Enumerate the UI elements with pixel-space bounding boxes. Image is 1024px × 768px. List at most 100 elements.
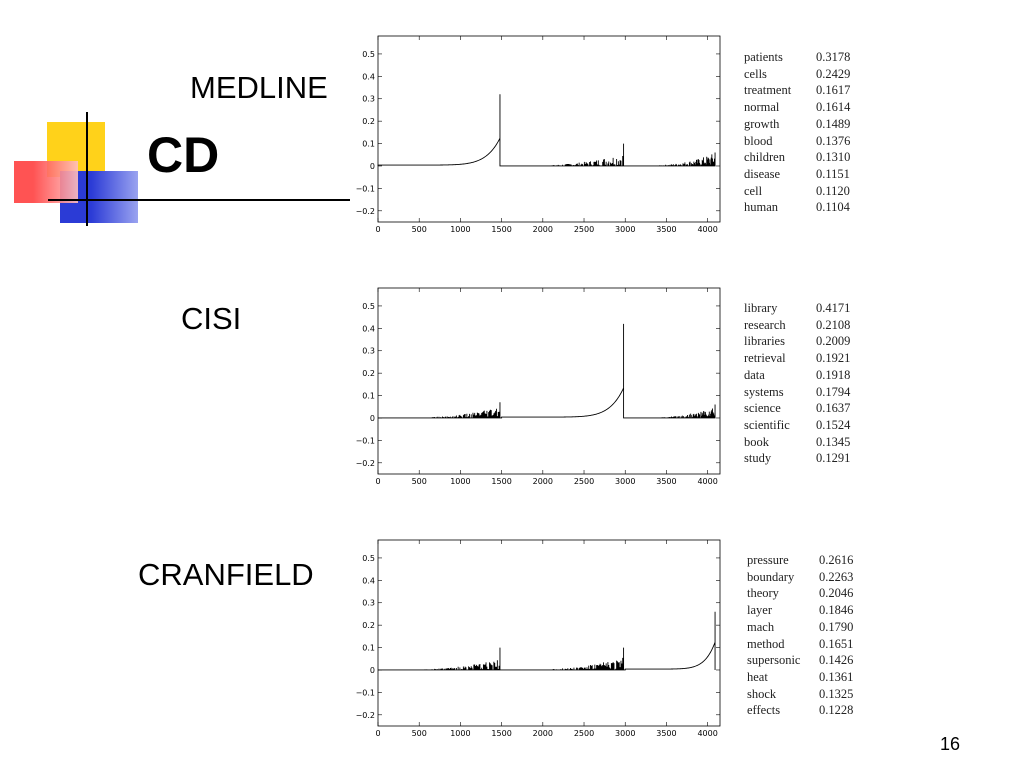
- medline-term-list: patients 0.3178 cells 0.2429 treatment 0.1617…: [744, 49, 884, 216]
- term-value: 0.1376: [816, 133, 851, 148]
- term-value: 0.3178: [816, 50, 851, 64]
- medline-label: MEDLINE: [190, 70, 328, 105]
- cisi-term-list: library 0.4171 research 0.2108 libraries 0.20…: [744, 300, 884, 467]
- term-row: science 0.1637: [744, 400, 884, 417]
- term-value: 0.2108: [816, 317, 851, 332]
- x-tick-label: 3000: [615, 729, 635, 738]
- plot-svg: −0.2 −0.1 0 0.1 0.2 0.3 0.4 0.5 0 500 1000 1500 2000…: [356, 539, 721, 738]
- term-value: 0.2009: [816, 334, 851, 349]
- term-row: systems 0.1794: [744, 384, 884, 401]
- x-tick-label: 2000: [533, 225, 553, 234]
- y-tick-label: 0: [370, 162, 375, 171]
- term-word: systems: [744, 384, 784, 399]
- x-tick-label: 1000: [450, 225, 470, 234]
- y-tick-label: 0.4: [362, 72, 375, 81]
- term-value: 0.1637: [816, 401, 851, 416]
- term-value: 0.1325: [819, 686, 854, 701]
- term-value: 0.1921: [816, 351, 851, 366]
- term-word: research: [744, 317, 786, 332]
- term-word: data: [744, 367, 765, 382]
- term-row: method 0.1651: [747, 636, 887, 653]
- y-tick-label: 0.2: [362, 117, 375, 126]
- y-tick-label: −0.2: [356, 207, 375, 216]
- term-word: treatment: [744, 83, 792, 98]
- term-row: libraries 0.2009: [744, 333, 884, 350]
- decorative-vertical-line: [86, 112, 88, 226]
- term-row: patients 0.3178: [744, 49, 884, 66]
- term-word: book: [744, 434, 769, 449]
- x-tick-label: 3000: [615, 477, 635, 486]
- term-row: blood 0.1376: [744, 133, 884, 150]
- term-value: 0.1617: [816, 83, 851, 98]
- x-tick-label: 3500: [656, 225, 676, 234]
- term-word: scientific: [744, 417, 790, 432]
- term-word: children: [744, 150, 785, 165]
- term-word: patients: [744, 50, 783, 64]
- y-tick-label: 0.1: [362, 644, 375, 653]
- term-row: study 0.1291: [744, 450, 884, 467]
- term-word: shock: [747, 686, 777, 701]
- y-tick-label: −0.1: [356, 184, 375, 193]
- term-value: 0.2429: [816, 66, 851, 81]
- cranfield-plot: −0.2 −0.1 0 0.1 0.2 0.3 0.4 0.5 0 500 1000 1500 2000…: [350, 538, 722, 738]
- term-value: 0.1794: [816, 384, 851, 399]
- y-tick-label: 0.2: [362, 621, 375, 630]
- term-row: pressure 0.2616: [747, 552, 887, 569]
- term-row: scientific 0.1524: [744, 417, 884, 434]
- y-tick-label: −0.2: [356, 459, 375, 468]
- x-tick-label: 2500: [574, 729, 594, 738]
- term-word: cell: [744, 183, 763, 198]
- x-tick-label: 4000: [697, 225, 717, 234]
- plot-frame: [377, 539, 721, 727]
- term-word: disease: [744, 166, 781, 181]
- term-value: 0.2616: [819, 553, 854, 567]
- term-word: heat: [747, 669, 768, 684]
- y-tick-label: 0.3: [362, 95, 375, 104]
- term-value: 0.2263: [819, 569, 854, 584]
- slide-title: CD: [147, 127, 220, 183]
- term-row: human 0.1104: [744, 199, 884, 216]
- term-row: cells 0.2429: [744, 66, 884, 83]
- medline-plot: −0.2 −0.1 0 0.1 0.2 0.3 0.4 0.5 0 500 1000 1500 2000…: [350, 34, 722, 234]
- cisi-label: CISI: [181, 301, 242, 336]
- term-value: 0.1651: [819, 636, 854, 651]
- term-row: data 0.1918: [744, 367, 884, 384]
- term-word: blood: [744, 133, 773, 148]
- term-value: 0.1228: [819, 703, 854, 718]
- term-word: retrieval: [744, 351, 786, 366]
- term-row: heat 0.1361: [747, 669, 887, 686]
- term-word: science: [744, 401, 781, 416]
- x-tick-label: 500: [412, 477, 427, 486]
- y-tick-label: 0.3: [362, 599, 375, 608]
- y-tick-label: 0: [370, 414, 375, 423]
- term-word: cells: [744, 66, 767, 81]
- series-line: [377, 94, 716, 167]
- term-row: mach 0.1790: [747, 619, 887, 636]
- cisi-plot: −0.2 −0.1 0 0.1 0.2 0.3 0.4 0.5 0 500 1000 1500 2000…: [350, 286, 722, 486]
- term-word: growth: [744, 116, 780, 131]
- term-value: 0.1361: [819, 669, 854, 684]
- term-word: boundary: [747, 569, 795, 584]
- y-tick-label: 0.1: [362, 392, 375, 401]
- term-row: cell 0.1120: [744, 183, 884, 200]
- term-row: shock 0.1325: [747, 686, 887, 703]
- term-value: 0.1489: [816, 116, 851, 131]
- cranfield-term-list: pressure 0.2616 boundary 0.2263 theory 0.2046…: [747, 552, 887, 719]
- page-number: 16: [940, 734, 961, 754]
- y-tick-label: 0.5: [362, 554, 375, 563]
- term-word: human: [744, 200, 779, 215]
- y-tick-label: −0.2: [356, 711, 375, 720]
- x-tick-label: 500: [412, 225, 427, 234]
- term-row: book 0.1345: [744, 434, 884, 451]
- x-tick-label: 2000: [533, 729, 553, 738]
- y-tick-label: 0.2: [362, 369, 375, 378]
- term-value: 0.1614: [816, 100, 851, 115]
- decorative-horizontal-line: [48, 199, 350, 201]
- term-row: boundary 0.2263: [747, 569, 887, 586]
- term-value: 0.1918: [816, 367, 851, 382]
- cranfield-label: CRANFIELD: [138, 557, 314, 592]
- term-value: 0.2046: [819, 586, 854, 601]
- term-word: study: [744, 451, 772, 466]
- term-row: theory 0.2046: [747, 585, 887, 602]
- term-word: pressure: [747, 553, 789, 567]
